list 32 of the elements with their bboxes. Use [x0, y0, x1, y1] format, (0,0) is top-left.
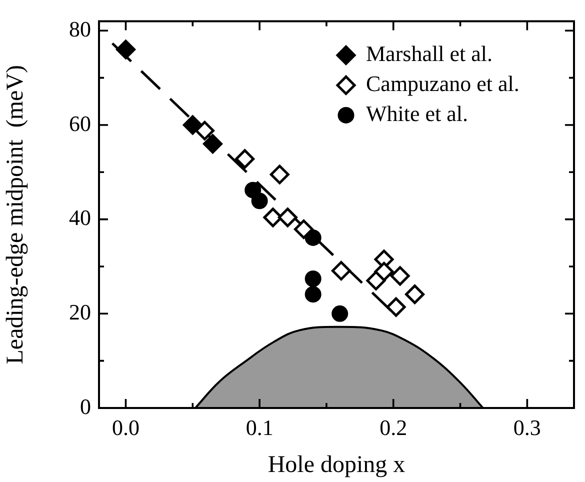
y-tick-label: 0 — [80, 394, 91, 419]
y-tick-label: 40 — [69, 205, 91, 230]
point — [116, 40, 136, 60]
point — [270, 164, 290, 184]
x-tick-label: 0.0 — [112, 414, 140, 440]
y-tick-label: 60 — [69, 110, 91, 136]
point — [202, 134, 222, 154]
point — [405, 284, 425, 304]
legend-label: White et al. — [366, 100, 468, 126]
point — [366, 270, 386, 290]
point — [390, 266, 410, 286]
x-tick-label: 0.3 — [513, 414, 541, 440]
point — [294, 219, 314, 239]
point — [304, 229, 322, 246]
point — [278, 208, 298, 228]
x-tick-label: 0.1 — [246, 414, 274, 440]
point — [331, 260, 351, 280]
point — [194, 120, 214, 140]
point — [304, 270, 322, 287]
point — [235, 149, 255, 169]
x-axis-title: Hole doping x — [268, 452, 406, 478]
point — [304, 286, 322, 303]
legend-label: Campuzano et al. — [366, 70, 520, 96]
point — [251, 192, 268, 210]
point — [386, 297, 406, 317]
point — [182, 115, 202, 135]
y-tick-label: 80 — [69, 16, 91, 42]
y-axis-title: Leading-edge midpoint (meV) — [2, 64, 29, 364]
y-tick-label: 20 — [69, 299, 91, 324]
legend-label: Marshall et al. — [366, 40, 492, 66]
point — [332, 305, 348, 322]
x-tick-label: 0.2 — [380, 414, 408, 440]
